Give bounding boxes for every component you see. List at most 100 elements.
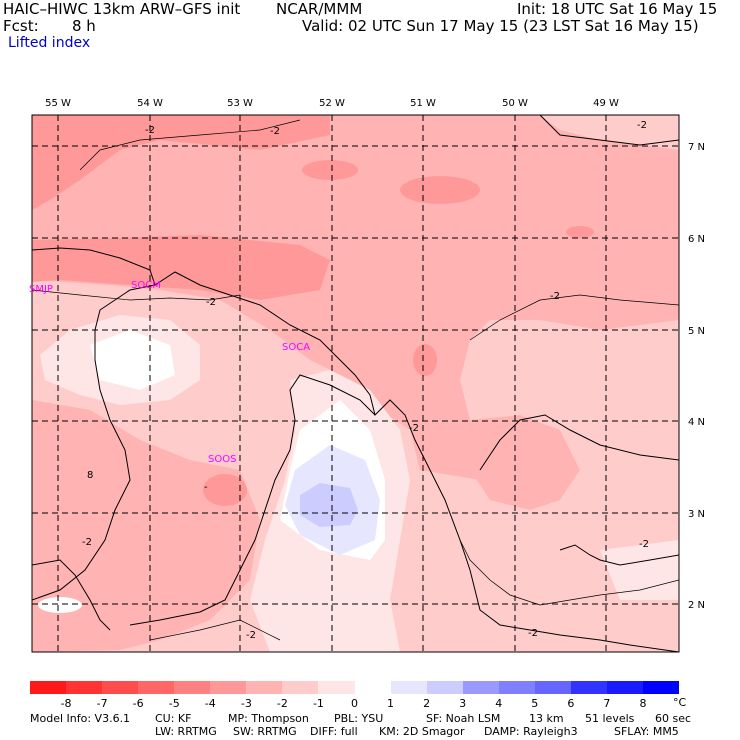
- colorbar-cell: [210, 681, 247, 694]
- contour-line-3: [459, 539, 679, 606]
- colorbar-tick-label: -3: [240, 697, 252, 710]
- misc-label: -: [204, 482, 208, 493]
- footer-sflay: SFLAY: MM5: [614, 725, 679, 738]
- lon-label: 50 W: [502, 98, 528, 109]
- colorbar-tick-label: -4: [204, 697, 216, 710]
- colorbar-tick-label: 5: [531, 697, 539, 710]
- colorbar-cell: [426, 681, 464, 694]
- station-socm: SOCM: [131, 280, 161, 291]
- footer-resolution: 13 km: [529, 712, 564, 725]
- colorbar-tick-label: 6: [567, 697, 575, 710]
- lon-label: 53 W: [227, 98, 253, 109]
- colorbar-tick-label: 8: [639, 697, 647, 710]
- misc-label: 8: [87, 470, 93, 481]
- contour-label: -2: [246, 630, 256, 641]
- footer-damp: DAMP: Rayleigh3: [484, 725, 578, 738]
- colorbar-cell: [138, 681, 175, 694]
- lon-label: 51 W: [410, 98, 436, 109]
- footer-pbl: PBL: YSU: [334, 712, 384, 725]
- colorbar-cell: [642, 681, 680, 694]
- colorbar-tick-label: -7: [96, 697, 108, 710]
- colorbar-tick-label: 7: [603, 697, 611, 710]
- colorbar-cell: [606, 681, 644, 694]
- contour-label: -2: [637, 120, 647, 131]
- footer-model-info: Model Info: V3.6.1: [30, 712, 131, 725]
- lon-labels: 55 W 54 W 53 W 52 W 51 W 50 W 49 W: [45, 98, 619, 109]
- contour-label: -2: [270, 126, 280, 137]
- lat-label: 6 N: [688, 234, 705, 245]
- lon-label: 52 W: [319, 98, 345, 109]
- colorbar-cell: [462, 681, 500, 694]
- shade-6n-band: [32, 235, 330, 300]
- coastlines: [32, 115, 679, 652]
- shade-patch-2: [400, 176, 480, 204]
- colorbar-cell: [246, 681, 283, 694]
- contour-lines: [32, 119, 679, 641]
- colorbar-tick-label: 2: [423, 697, 431, 710]
- colorbar-unit: °C: [673, 696, 687, 709]
- colorbar-tick-label: -6: [132, 697, 144, 710]
- shade-patch-4: [413, 344, 437, 376]
- footer-timestep: 60 sec: [655, 712, 692, 725]
- forecast-hour: 8 h: [72, 17, 96, 35]
- contour-label: -2: [639, 539, 649, 550]
- contour-line-5: [149, 619, 281, 641]
- contour-label: -2: [528, 628, 538, 639]
- colorbar-cell: [318, 681, 355, 694]
- lat-label: 5 N: [688, 326, 705, 337]
- lon-label: 54 W: [137, 98, 163, 109]
- init-time: Init: 18 UTC Sat 16 May 15: [517, 0, 718, 18]
- contour-label: -2: [145, 125, 155, 136]
- coast-east: [479, 414, 679, 471]
- contour-label: -2: [550, 291, 560, 302]
- footer-diff: DIFF: full: [310, 725, 358, 738]
- valid-time: Valid: 02 UTC Sun 17 May 15 (23 LST Sat …: [302, 17, 699, 35]
- lat-label: 3 N: [688, 509, 705, 520]
- shade-ne-light: [540, 115, 679, 150]
- footer-km: KM: 2D Smagor: [379, 725, 465, 738]
- colorbar-cell: [534, 681, 572, 694]
- border-guyane-brazil: [129, 374, 376, 626]
- shade-patch-3: [566, 226, 594, 238]
- lat-label: 2 N: [688, 600, 705, 611]
- shade-patch-5: [203, 474, 247, 506]
- shade-central-blue: [300, 483, 358, 527]
- lon-label: 49 W: [593, 98, 619, 109]
- colorbar-cell: [498, 681, 536, 694]
- station-smjp: SMJP: [29, 284, 53, 295]
- colorbar-cell: [102, 681, 139, 694]
- contour-label: -2: [206, 297, 216, 308]
- contour-label: -2: [82, 537, 92, 548]
- station-labels: SMJP SOCM SOCA SOOS: [29, 280, 310, 465]
- map-frame: [31, 114, 680, 653]
- contour-value-labels: -2 -2 -2 -2 -2 -2 -2 -2 -2 -2 8 -: [82, 120, 649, 641]
- colorbar-cell: [390, 681, 428, 694]
- colorbar-tick-label: 0: [351, 697, 358, 710]
- coastline: [32, 247, 679, 652]
- shade-patch-6: [38, 597, 82, 613]
- shade-nw-corner: [32, 115, 330, 210]
- shaded-fields: [32, 115, 679, 652]
- contour-label: -2: [409, 423, 419, 434]
- contour-line-4: [469, 294, 679, 341]
- colorbar-cell: [570, 681, 608, 694]
- footer-sw: SW: RRTMG: [233, 725, 297, 738]
- organization-label: NCAR/MMM: [276, 0, 363, 18]
- colorbar-tick-label: -8: [60, 697, 72, 710]
- shade-patch-1: [302, 160, 358, 180]
- footer-lw: LW: RRTMG: [155, 725, 217, 738]
- colorbar-cell: [174, 681, 211, 694]
- shade-east-light: [465, 320, 679, 600]
- footer-sf: SF: Noah LSM: [426, 712, 501, 725]
- colorbar-cell: [282, 681, 319, 694]
- contour-ne: [539, 115, 679, 146]
- border-south-west: [32, 559, 111, 631]
- shade-east-lobe: [470, 415, 580, 510]
- model-title: HAIC–HIWC 13km ARW–GFS init: [3, 0, 241, 18]
- station-soca: SOCA: [282, 342, 310, 353]
- contour-line-2: [79, 119, 301, 171]
- lat-label: 4 N: [688, 417, 705, 428]
- shade-nw-white: [90, 330, 175, 390]
- colorbar-cell: [354, 681, 392, 694]
